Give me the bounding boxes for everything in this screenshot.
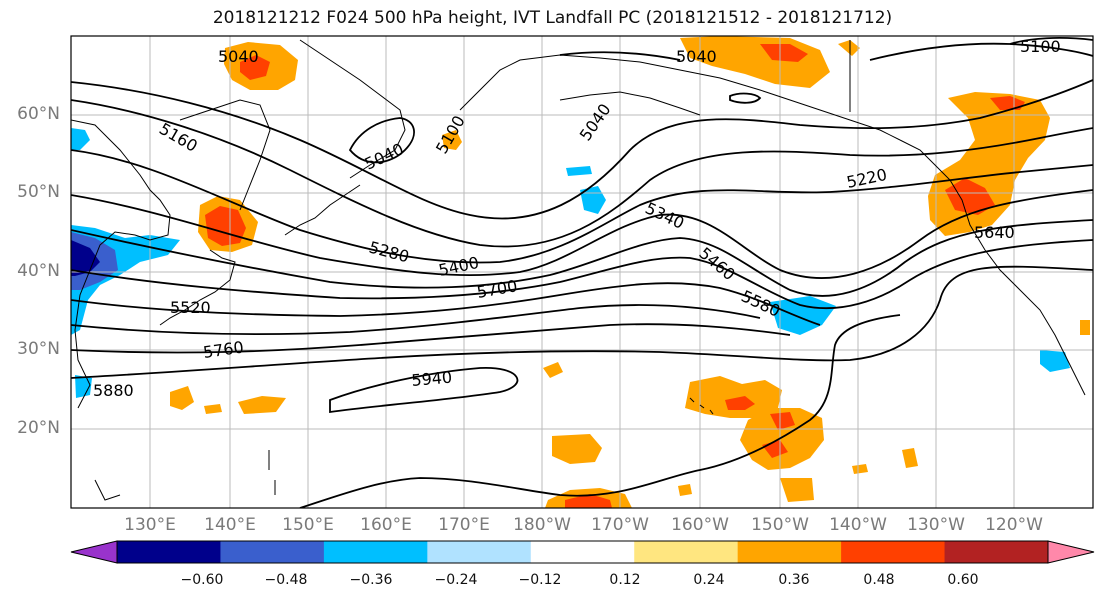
contour-label: 5040 bbox=[218, 47, 259, 66]
map-title: 2018121212 F024 500 hPa height, IVT Land… bbox=[212, 8, 893, 28]
contour-label: 5520 bbox=[170, 298, 211, 317]
lon-label: 170°E bbox=[438, 515, 490, 535]
colorbar-tick-label: 0.24 bbox=[693, 572, 725, 588]
colorbar-segment bbox=[737, 541, 842, 563]
colorbar-tick-label: −0.36 bbox=[349, 572, 393, 588]
lat-label-50n: 50°N bbox=[17, 182, 60, 202]
lon-label: 140°W bbox=[829, 515, 887, 535]
colorbar-segment bbox=[944, 541, 1049, 563]
lon-label: 140°E bbox=[204, 515, 256, 535]
positive-anomaly-subtropical bbox=[685, 376, 782, 418]
colorbar bbox=[70, 540, 1095, 564]
map-frame bbox=[70, 35, 1094, 509]
lon-label: 130°E bbox=[124, 515, 176, 535]
lon-label: 170°W bbox=[591, 515, 649, 535]
colorbar-tick-label: −0.24 bbox=[434, 572, 478, 588]
colorbar-tick-label: 0.12 bbox=[609, 572, 641, 588]
colorbar-tick-label: −0.48 bbox=[264, 572, 308, 588]
colorbar-tick-label: 0.48 bbox=[863, 572, 895, 588]
colorbar-tick-label: 0.60 bbox=[947, 572, 979, 588]
contour-label: 5940 bbox=[411, 368, 453, 390]
contour-label: 5100 bbox=[1020, 37, 1061, 56]
lat-label-40n: 40°N bbox=[17, 261, 60, 281]
colorbar-tick-label: 0.36 bbox=[778, 572, 810, 588]
height-contours bbox=[71, 37, 1093, 508]
colorbar-segment bbox=[427, 541, 532, 563]
lon-label: 150°E bbox=[282, 515, 334, 535]
colorbar-tick-label: −0.12 bbox=[518, 572, 562, 588]
colorbar-segment bbox=[220, 541, 325, 563]
colorbar-extend-low bbox=[70, 540, 118, 564]
colorbar-segment bbox=[530, 541, 635, 563]
colorbar-segments bbox=[117, 541, 1049, 563]
lon-label: 160°E bbox=[360, 515, 412, 535]
lon-label: 160°W bbox=[671, 515, 729, 535]
contour-label: 5640 bbox=[974, 223, 1015, 242]
lon-label: 120°W bbox=[985, 515, 1043, 535]
colorbar-segment bbox=[634, 541, 739, 563]
contour-label: 5040 bbox=[676, 47, 717, 66]
ivt-shading bbox=[71, 36, 1090, 508]
lon-label: 180°W bbox=[513, 515, 571, 535]
lat-label-20n: 20°N bbox=[17, 418, 60, 438]
lat-label-60n: 60°N bbox=[17, 104, 60, 124]
colorbar-extend-high bbox=[1047, 540, 1095, 564]
contour-label: 5880 bbox=[93, 381, 134, 400]
coastlines bbox=[71, 39, 1086, 501]
lon-label: 130°W bbox=[907, 515, 965, 535]
colorbar-segment bbox=[117, 541, 221, 563]
colorbar-tick-label: −0.60 bbox=[180, 572, 224, 588]
colorbar-segment bbox=[841, 541, 946, 563]
lat-label-30n: 30°N bbox=[17, 339, 60, 359]
lon-label: 150°W bbox=[751, 515, 809, 535]
colorbar-segment bbox=[323, 541, 428, 563]
